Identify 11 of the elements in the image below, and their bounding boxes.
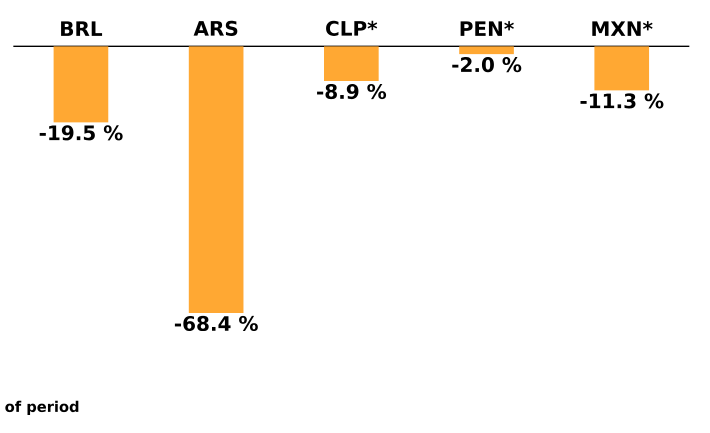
data-label: -8.9 % xyxy=(317,84,386,100)
data-label: -2.0 % xyxy=(452,57,522,72)
x-tick-label: ARS xyxy=(194,20,238,36)
x-tick-label: MXN* xyxy=(592,21,653,36)
data-label: -68.4 % xyxy=(174,316,258,332)
text: of period xyxy=(5,400,78,415)
data-label: -19.5 % xyxy=(40,125,123,140)
x-tick-label: BRL xyxy=(61,21,102,36)
data-label: -11.3 % xyxy=(580,93,664,108)
x-tick-label: PEN* xyxy=(460,21,514,36)
x-tick-label: CLP* xyxy=(326,20,378,36)
